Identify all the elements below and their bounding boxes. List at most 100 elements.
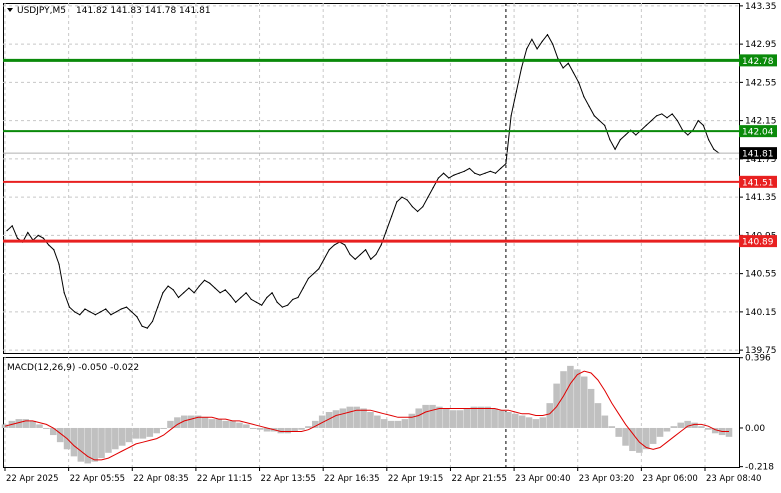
- price-point: [510, 115, 512, 117]
- macd-histogram-bar: [518, 415, 526, 428]
- price-point: [463, 170, 465, 172]
- macd-histogram-bar: [711, 427, 719, 434]
- price-point: [702, 124, 705, 127]
- price-point: [489, 170, 491, 172]
- price-point: [235, 301, 237, 303]
- price-point: [448, 177, 450, 179]
- price-point: [635, 134, 637, 136]
- level-price-label: 142.78: [742, 57, 774, 67]
- price-point: [297, 296, 299, 299]
- macd-histogram-bar: [511, 413, 519, 428]
- macd-histogram-bar: [594, 403, 602, 428]
- price-point: [645, 124, 647, 127]
- price-point: [536, 48, 538, 50]
- price-point: [63, 292, 65, 294]
- price-point: [552, 43, 554, 45]
- x-tick-label: 22 Apr 05:55: [70, 474, 125, 484]
- price-point: [484, 172, 486, 174]
- macd-histogram-bar: [608, 426, 616, 428]
- price-point: [313, 273, 315, 275]
- macd-histogram-bar: [463, 408, 471, 428]
- price-point: [687, 134, 689, 136]
- y-tick-label: 142.95: [745, 40, 777, 50]
- price-point: [141, 325, 143, 327]
- macd-histogram-bar: [49, 427, 57, 436]
- macd-histogram-bar: [498, 410, 505, 428]
- x-tick-label: 22 Apr 11:15: [197, 474, 252, 484]
- macd-histogram-bar: [567, 365, 574, 428]
- x-tick-label: 23 Apr 06:00: [642, 474, 697, 484]
- macd-histogram-bar: [484, 406, 491, 428]
- price-point: [6, 229, 8, 232]
- macd-histogram-bar: [587, 388, 595, 428]
- price-point: [562, 67, 564, 69]
- x-tick-label: 23 Apr 08:40: [706, 474, 761, 484]
- macd-histogram-bar: [229, 420, 236, 428]
- macd-histogram-bar: [256, 427, 264, 430]
- macd-histogram-bar: [160, 427, 167, 429]
- level-price-label: 142.04: [742, 128, 774, 138]
- price-point: [385, 229, 387, 232]
- macd-histogram-bar: [153, 427, 160, 434]
- macd-histogram-bar: [318, 415, 326, 428]
- price-point: [656, 115, 658, 117]
- macd-histogram-bar: [374, 415, 381, 428]
- macd-histogram-bar: [29, 420, 36, 428]
- price-point: [167, 285, 169, 287]
- price-point: [193, 292, 195, 294]
- macd-histogram-bar: [332, 410, 340, 428]
- price-point: [515, 91, 517, 93]
- price-point: [162, 292, 164, 294]
- price-point: [73, 311, 76, 313]
- macd-histogram-bar: [146, 427, 154, 437]
- macd-histogram-bar: [367, 412, 374, 428]
- x-tick-label: 23 Apr 03:20: [579, 474, 634, 484]
- price-point: [224, 289, 226, 291]
- macd-histogram-bar: [84, 427, 92, 464]
- price-point: [37, 234, 39, 236]
- price-point: [292, 298, 294, 301]
- macd-histogram-bar: [77, 427, 85, 462]
- price-point: [276, 301, 278, 303]
- price-point: [505, 163, 507, 165]
- y-tick-label: 141.35: [745, 193, 777, 203]
- macd-histogram-bar: [436, 406, 443, 428]
- macd-histogram-bar: [139, 427, 147, 439]
- price-point: [578, 81, 580, 83]
- price-point: [271, 292, 273, 294]
- macd-histogram-bar: [112, 427, 119, 450]
- macd-histogram-bar: [456, 410, 464, 428]
- x-tick-label: 22 Apr 08:35: [133, 474, 188, 484]
- macd-histogram-bar: [339, 408, 347, 428]
- price-point: [120, 308, 122, 310]
- chart-ohlc-values: 141.82 141.83 141.78 141.81: [76, 6, 211, 16]
- price-point: [177, 296, 180, 299]
- price-point: [261, 304, 263, 306]
- macd-histogram-bar: [325, 412, 333, 428]
- price-point: [11, 225, 13, 227]
- level-price-tag: [739, 235, 777, 248]
- macd-histogram-bar: [636, 427, 643, 453]
- price-point: [671, 113, 673, 115]
- price-point: [203, 279, 206, 281]
- macd-histogram-bar: [187, 415, 195, 428]
- macd-histogram-bar: [43, 427, 50, 429]
- macd-histogram-bar: [291, 427, 298, 432]
- macd-histogram-bar: [525, 417, 533, 428]
- price-point: [229, 295, 232, 297]
- price-point: [546, 33, 549, 36]
- price-point: [354, 258, 356, 260]
- triangle-down-icon[interactable]: [7, 8, 13, 12]
- macd-histogram-bar: [649, 427, 657, 444]
- macd-histogram-bar: [243, 424, 250, 428]
- macd-histogram-bar: [125, 427, 133, 443]
- price-point: [307, 277, 310, 280]
- macd-histogram-bar: [663, 427, 671, 432]
- y-tick-label: 141.75: [745, 155, 777, 165]
- macd-histogram-bar: [415, 408, 422, 428]
- price-point: [349, 253, 351, 256]
- macd-histogram-bar: [132, 427, 140, 439]
- price-point: [500, 167, 502, 170]
- macd-histogram-bar: [167, 420, 174, 428]
- price-point: [541, 40, 543, 42]
